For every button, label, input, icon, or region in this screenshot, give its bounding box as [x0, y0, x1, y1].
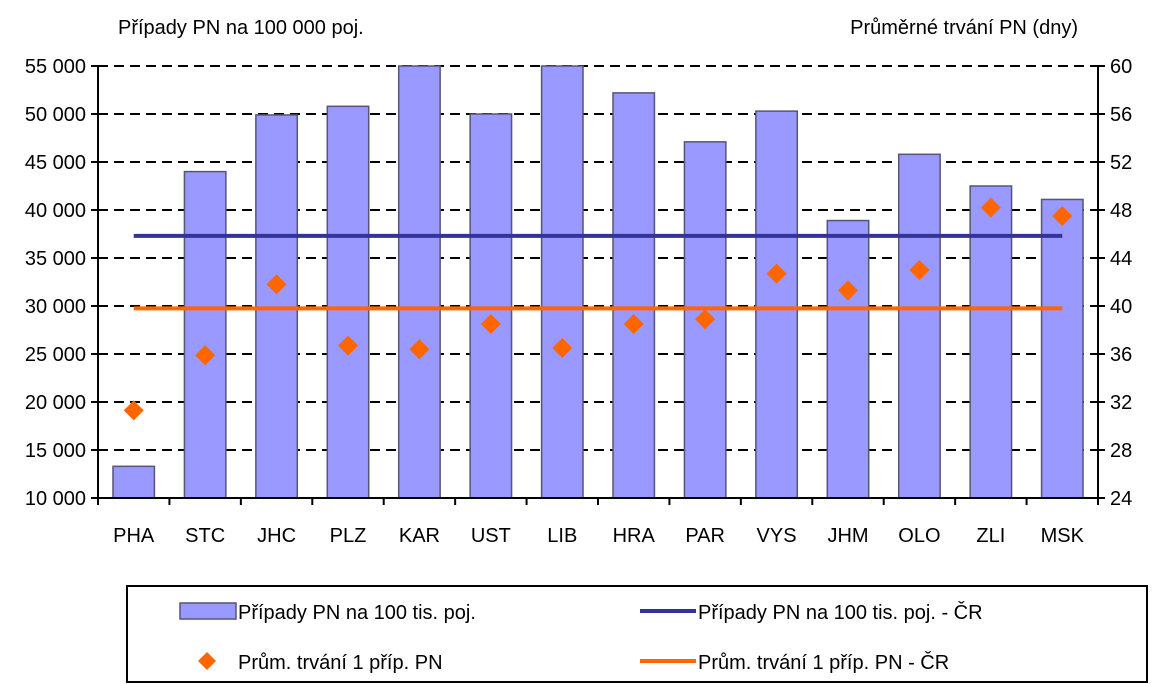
duration-marker	[1052, 206, 1073, 226]
x-tick-label: PAR	[685, 525, 725, 547]
duration-marker	[552, 338, 573, 358]
duration-marker	[980, 197, 1001, 218]
x-tick-label: VYS	[757, 525, 797, 547]
left-tick-label: 55 000	[25, 56, 86, 78]
legend: Případy PN na 100 tis. poj. Případy PN na…	[126, 585, 1148, 683]
left-tick-label: 45 000	[25, 152, 86, 174]
right-tick-label: 36	[1110, 344, 1132, 366]
marker-series	[123, 197, 1073, 421]
left-tick-label: 10 000	[25, 488, 86, 510]
x-tick-label: UST	[471, 525, 511, 547]
duration-marker	[838, 280, 858, 301]
bar	[112, 465, 156, 499]
bar	[469, 113, 513, 499]
legend-label: Prům. trvání 1 příp. PN	[238, 652, 443, 674]
right-tick-label: 52	[1110, 152, 1132, 174]
bar	[826, 219, 870, 499]
axes: 10 000 15 000 20 000 25 000 30 000 35 000 40 0…	[25, 56, 1132, 547]
bar-series	[112, 65, 1084, 499]
x-tick-label: ZLI	[976, 525, 1005, 547]
right-tick-label: 24	[1110, 488, 1132, 510]
bar	[612, 92, 656, 499]
x-tick-label: PHA	[113, 525, 155, 547]
x-tick-label: OLO	[898, 525, 940, 547]
right-tick-label: 44	[1110, 248, 1132, 270]
duration-marker	[623, 314, 644, 334]
legend-box	[126, 585, 1148, 683]
left-tick-label: 40 000	[25, 200, 86, 222]
bar	[755, 110, 799, 499]
legend-bar-swatch	[179, 602, 237, 620]
right-tick-label: 32	[1110, 392, 1132, 414]
duration-marker	[480, 314, 501, 334]
x-tick-label: JHC	[257, 525, 296, 547]
x-tick-label: LIB	[547, 525, 577, 547]
right-tick-label: 48	[1110, 200, 1132, 222]
reference-lines	[133, 233, 1063, 311]
bar	[397, 65, 441, 499]
left-tick-label: 50 000	[25, 104, 86, 126]
bar	[969, 185, 1013, 499]
duration-marker	[409, 339, 430, 360]
duration-marker	[266, 274, 287, 295]
x-tick-label: MSK	[1041, 525, 1085, 547]
x-tick-label: HRA	[613, 525, 656, 547]
bar	[540, 65, 584, 499]
left-tick-label: 20 000	[25, 392, 86, 414]
right-tick-label: 56	[1110, 104, 1132, 126]
bar	[326, 105, 370, 499]
left-tick-label: 30 000	[25, 296, 86, 318]
bar	[1040, 198, 1084, 499]
left-axis-title: Případy PN na 100 000 poj.	[118, 17, 364, 39]
legend-label: Případy PN na 100 tis. poj.	[238, 602, 476, 624]
duration-marker	[195, 345, 216, 366]
right-axis-title: Průměrné trvání PN (dny)	[850, 17, 1078, 39]
left-tick-label: 25 000	[25, 344, 86, 366]
legend-diamond-swatch	[198, 652, 216, 670]
duration-marker	[123, 400, 144, 421]
x-tick-label: JHM	[827, 525, 868, 547]
duration-marker	[766, 263, 787, 284]
grid	[98, 65, 1098, 451]
bar	[897, 153, 941, 499]
bar	[183, 170, 227, 499]
right-tick-label: 40	[1110, 296, 1132, 318]
x-tick-label: STC	[185, 525, 225, 547]
duration-marker	[909, 260, 930, 280]
legend-label: Prům. trvání 1 příp. PN - ČR	[698, 651, 949, 674]
left-tick-label: 15 000	[25, 440, 86, 462]
x-tick-label: PLZ	[330, 525, 367, 547]
right-tick-label: 60	[1110, 56, 1132, 78]
left-tick-label: 35 000	[25, 248, 86, 270]
x-tick-label: KAR	[399, 525, 440, 547]
duration-marker	[338, 335, 358, 356]
right-tick-label: 28	[1110, 440, 1132, 462]
duration-marker	[695, 309, 716, 330]
legend-label: Případy PN na 100 tis. poj. - ČR	[698, 601, 983, 624]
